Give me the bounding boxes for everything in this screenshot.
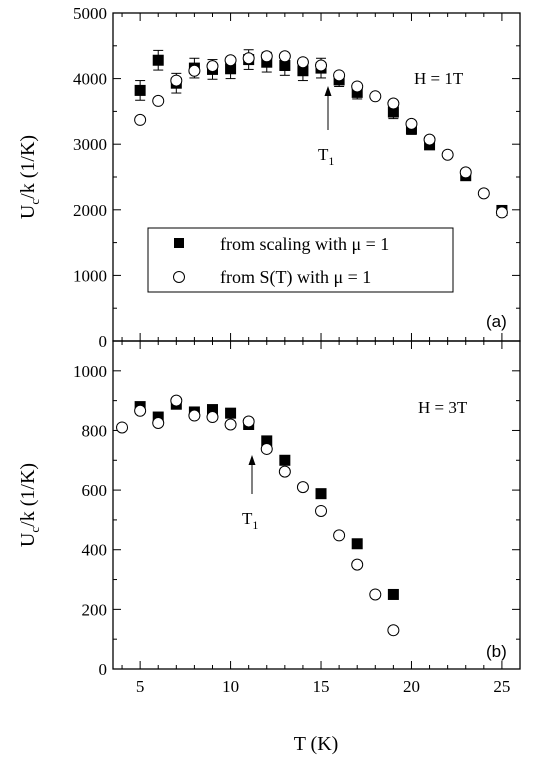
t1-arrow-b: T1 <box>242 455 258 532</box>
data-point-circle-a <box>495 206 508 219</box>
data-point-circle-a <box>351 80 364 93</box>
series-a <box>134 49 508 219</box>
y-tick-label-a: 5000 <box>73 4 107 23</box>
x-tick-labels: 5 10 15 20 25 <box>136 677 511 696</box>
y-tick-labels-b: 0 200 400 600 800 1000 <box>73 362 107 679</box>
legend-marker-open-circle <box>173 271 185 283</box>
data-point-circle-a <box>242 52 255 65</box>
x-tick-label: 5 <box>136 677 145 696</box>
ticks-a <box>113 12 521 342</box>
data-point-square-a <box>297 65 309 77</box>
data-point-circle-a <box>441 148 454 161</box>
data-point-square-b <box>315 488 327 500</box>
legend-marker-filled-square <box>174 238 184 248</box>
data-point-square-b <box>261 435 273 447</box>
panel-label-b: (b) <box>486 642 507 661</box>
y-tick-label-a: 3000 <box>73 135 107 154</box>
legend-label-entropy: from S(T) with μ = 1 <box>220 267 371 288</box>
x-tick-label: 10 <box>222 677 239 696</box>
data-point-square-a <box>225 63 237 75</box>
t1-label-a: T1 <box>318 145 334 168</box>
data-point-square-b <box>387 588 399 600</box>
data-point-circle-a <box>170 74 183 87</box>
data-point-circle-a <box>152 94 165 107</box>
data-point-circle-b <box>351 558 364 571</box>
data-point-circle-b <box>152 417 165 429</box>
t1-arrow-a: T1 <box>318 86 334 168</box>
data-point-circle-a <box>423 133 436 146</box>
data-point-circle-b <box>315 504 328 517</box>
data-point-circle-a <box>188 64 201 77</box>
data-point-circle-b <box>170 394 183 407</box>
y-tick-label-a: 2000 <box>73 201 107 220</box>
y-axis-title-a: Uc/k (1/K) <box>17 135 42 219</box>
t1-arrow-head-b <box>248 455 256 465</box>
data-point-circle-b <box>278 465 291 478</box>
y-tick-label-b: 200 <box>82 600 108 619</box>
data-point-circle-a <box>296 56 309 69</box>
data-point-circle-a <box>278 50 291 63</box>
data-point-circle-a <box>459 166 472 179</box>
y-tick-label-b: 0 <box>99 660 108 679</box>
x-tick-label: 25 <box>493 677 510 696</box>
panel-label-a: (a) <box>486 312 507 331</box>
ticks-b <box>113 340 521 670</box>
data-point-circle-b <box>206 411 219 424</box>
data-point-circle-b <box>188 409 201 422</box>
t1-arrow-head-a <box>324 86 332 96</box>
legend: from scaling with μ = 1 from S(T) with μ… <box>147 227 454 293</box>
series-b <box>116 394 400 637</box>
data-point-circle-a <box>224 54 237 67</box>
data-point-circle-a <box>206 60 219 73</box>
data-point-circle-b <box>116 421 129 434</box>
data-point-circle-a <box>333 69 346 82</box>
field-annotation-a: H = 1T <box>414 69 464 88</box>
data-point-square-b <box>279 454 291 466</box>
data-point-square-a <box>134 84 146 96</box>
y-tick-labels-a: 0 1000 2000 3000 4000 5000 <box>73 4 107 351</box>
y-tick-label-a: 1000 <box>73 266 107 285</box>
x-tick-label: 20 <box>403 677 420 696</box>
data-point-square-b <box>206 404 218 416</box>
data-point-circle-b <box>369 588 382 601</box>
data-point-circle-b <box>260 442 273 455</box>
data-point-square-a <box>279 59 291 71</box>
panel-b: 0 200 400 600 800 1000 5 10 15 20 25 Uc/k (1/K) T… <box>17 340 521 755</box>
data-point-square-b <box>351 538 363 550</box>
y-tick-label-b: 1000 <box>73 362 107 381</box>
data-point-circle-a <box>369 90 382 103</box>
y-tick-label-b: 800 <box>82 421 108 440</box>
data-point-circle-a <box>387 97 400 110</box>
data-point-circle-a <box>315 59 328 72</box>
data-point-square-a <box>387 106 399 118</box>
data-point-circle-a <box>260 50 273 63</box>
y-tick-label-a: 0 <box>99 332 108 351</box>
x-axis-title: T (K) <box>294 733 339 755</box>
legend-box <box>147 227 454 293</box>
y-tick-label-b: 600 <box>82 481 108 500</box>
legend-label-scaling: from scaling with μ = 1 <box>220 234 389 254</box>
data-point-square-b <box>225 407 237 419</box>
y-axis-title-b: Uc/k (1/K) <box>17 463 42 547</box>
data-point-circle-a <box>477 187 490 200</box>
x-tick-label: 15 <box>313 677 330 696</box>
data-point-circle-b <box>333 529 346 542</box>
data-point-circle-b <box>296 481 309 494</box>
data-point-circle-a <box>134 113 147 126</box>
data-point-circle-b <box>242 415 255 428</box>
t1-label-b: T1 <box>242 509 258 532</box>
data-point-circle-b <box>387 624 400 637</box>
y-tick-label-a: 4000 <box>73 70 107 89</box>
data-point-circle-b <box>134 404 147 417</box>
data-point-circle-a <box>405 117 418 130</box>
data-point-square-a <box>152 54 164 66</box>
field-annotation-b: H = 3T <box>418 398 468 417</box>
plot-frame-b <box>112 340 521 670</box>
data-point-circle-b <box>224 418 237 431</box>
y-tick-label-b: 400 <box>82 541 108 560</box>
